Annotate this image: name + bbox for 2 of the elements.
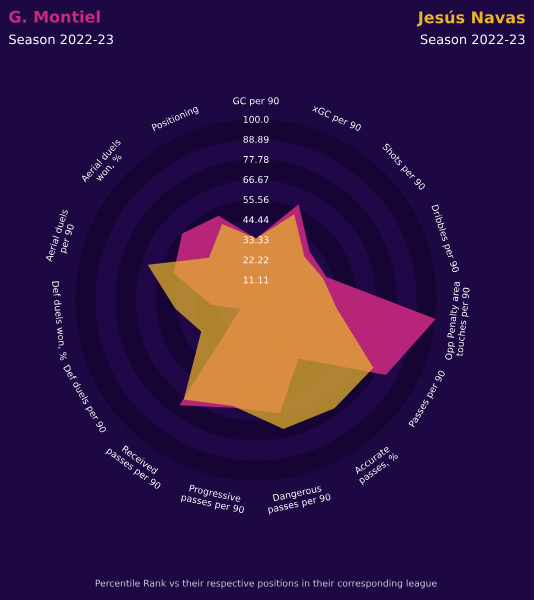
text: Jesús Navas [416, 10, 525, 27]
text: G. Montiel [9, 10, 100, 23]
